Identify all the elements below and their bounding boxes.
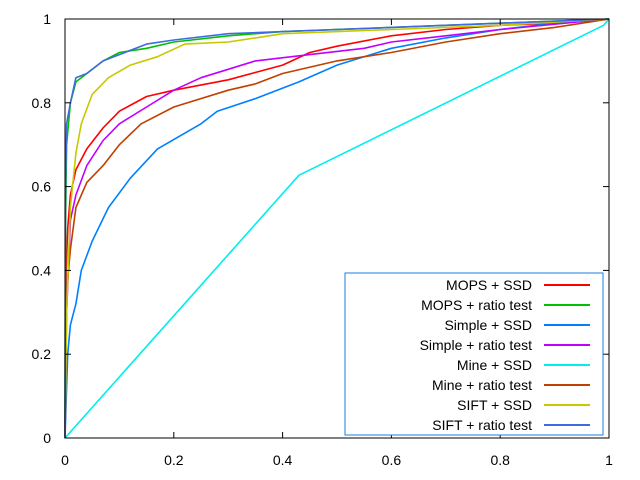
legend-label: Mine + ratio test — [432, 377, 532, 393]
legend-label: SIFT + SSD — [457, 397, 532, 413]
x-tick-label: 0 — [61, 452, 69, 468]
legend-label: SIFT + ratio test — [432, 417, 532, 433]
legend-label: Simple + SSD — [444, 317, 532, 333]
y-tick-label: 0.4 — [32, 262, 52, 278]
x-tick-label: 0.8 — [490, 452, 510, 468]
series-line-5 — [64, 18, 610, 439]
y-tick-label: 0.6 — [32, 179, 52, 195]
series-line-3 — [64, 18, 610, 439]
series-layer — [64, 18, 610, 439]
series-line-2 — [64, 18, 610, 439]
legend-box — [344, 272, 604, 436]
y-tick-label: 0.8 — [32, 95, 52, 111]
y-tick-label: 0 — [43, 430, 51, 446]
ticks-layer: 0 0.2 0.4 0.6 0.8 1 0 0.2 0.4 0.6 0.8 1 — [32, 11, 614, 468]
y-tick-label: 0.2 — [32, 346, 52, 362]
legend-label: Mine + SSD — [457, 357, 532, 373]
series-line-6 — [64, 18, 610, 439]
legend-label: MOPS + SSD — [446, 277, 532, 293]
series-line-7 — [64, 18, 610, 439]
plot-frame — [64, 18, 610, 439]
legend-label: Simple + ratio test — [420, 337, 533, 353]
series-line-4 — [64, 18, 610, 439]
legend: MOPS + SSD MOPS + ratio test Simple + SSD S… — [344, 272, 604, 436]
y-tick-label: 1 — [43, 11, 51, 27]
x-tick-label: 0.4 — [273, 452, 293, 468]
x-tick-label: 1 — [605, 452, 613, 468]
legend-label: MOPS + ratio test — [421, 297, 532, 313]
x-tick-label: 0.2 — [164, 452, 184, 468]
x-tick-label: 0.6 — [382, 452, 402, 468]
